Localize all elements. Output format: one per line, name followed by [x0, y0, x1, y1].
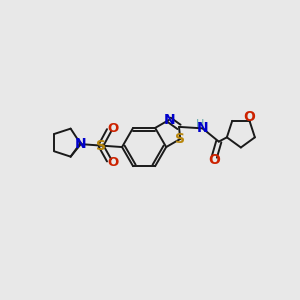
Text: O: O — [108, 156, 119, 169]
Text: S: S — [96, 139, 106, 153]
Text: S: S — [175, 132, 185, 146]
Text: N: N — [75, 137, 87, 151]
Text: O: O — [108, 122, 119, 135]
Text: O: O — [208, 154, 220, 167]
Text: O: O — [244, 110, 256, 124]
Text: N: N — [164, 113, 175, 127]
Text: N: N — [197, 122, 208, 135]
Text: H: H — [196, 119, 204, 129]
